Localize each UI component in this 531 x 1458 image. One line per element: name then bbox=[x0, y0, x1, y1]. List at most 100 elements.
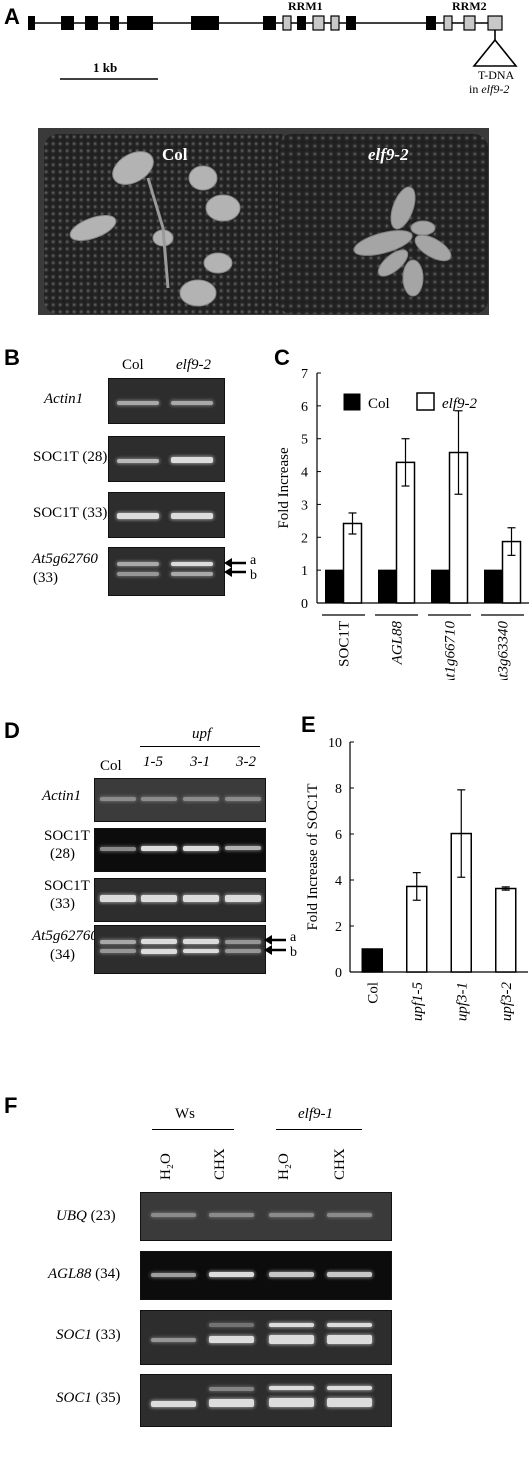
gel-row-label: UBQ (23) bbox=[56, 1208, 116, 1224]
panel-e-label: E bbox=[301, 712, 316, 737]
bar bbox=[495, 887, 517, 973]
gel-band bbox=[100, 847, 136, 851]
gel-band bbox=[269, 1398, 314, 1407]
exon bbox=[297, 16, 306, 30]
gel-band bbox=[151, 1338, 196, 1342]
lane-label: 1-5 bbox=[143, 754, 163, 770]
gel-band bbox=[209, 1272, 254, 1277]
gel-d-soc1t-33 bbox=[94, 878, 266, 922]
gel-band bbox=[327, 1335, 372, 1344]
gel-d-at5g62760 bbox=[94, 925, 266, 974]
y-tick-label: 10 bbox=[328, 736, 342, 751]
gel-band bbox=[141, 846, 177, 851]
photo-label-elf9-2: elf9-2 bbox=[368, 145, 409, 164]
upf-group-label: upf bbox=[192, 726, 212, 742]
plant-photo: Col elf9-2 bbox=[38, 128, 489, 315]
gel-band bbox=[269, 1386, 314, 1390]
chart-e: 0 2 4 6 8 10 Fold Increase of SOC1T Col upf1-5 up… bbox=[305, 736, 528, 1022]
panel-f-label: F bbox=[4, 1093, 18, 1118]
gel-band bbox=[327, 1272, 372, 1277]
gel-band bbox=[171, 562, 213, 566]
group-line-ws bbox=[152, 1129, 234, 1130]
gel-row-label: SOC1 (33) bbox=[56, 1327, 121, 1343]
gel-d-actin1 bbox=[94, 778, 266, 822]
panel-a-label: A bbox=[4, 4, 20, 29]
lane-label: 3-2 bbox=[236, 754, 256, 770]
rosettes bbox=[69, 151, 452, 307]
bar-col bbox=[378, 569, 397, 604]
exon bbox=[28, 16, 35, 30]
gel-band bbox=[225, 940, 261, 944]
rrm2-exon bbox=[463, 15, 476, 31]
y-tick-label: 1 bbox=[301, 564, 308, 579]
gel-row-label: At5g62760 bbox=[32, 551, 98, 567]
gel-band bbox=[269, 1213, 314, 1217]
scale-bar-label: 1 kb bbox=[93, 60, 118, 75]
gel-row-sublabel: (33) bbox=[33, 570, 58, 586]
pot-elf9-2 bbox=[278, 134, 488, 314]
bar-col bbox=[325, 569, 344, 604]
lane-label-elf9-2: elf9-2 bbox=[176, 357, 211, 373]
exon bbox=[127, 16, 153, 30]
y-tick-label: 4 bbox=[335, 874, 342, 889]
gel-band bbox=[171, 572, 213, 576]
gel-band bbox=[151, 1213, 196, 1217]
lane-label: 3-1 bbox=[190, 754, 210, 770]
gel-band bbox=[327, 1398, 372, 1407]
gel-band bbox=[269, 1335, 314, 1344]
band-label-b: b bbox=[250, 568, 257, 583]
rrm2-exon bbox=[443, 15, 453, 31]
upf-group-line bbox=[140, 746, 260, 747]
lane-label: Col bbox=[100, 758, 122, 774]
legend-swatch-col bbox=[343, 393, 361, 411]
gel-band bbox=[117, 401, 159, 405]
exon bbox=[191, 16, 219, 30]
x-tick-label: At1g66710 bbox=[443, 621, 459, 680]
y-tick-label: 2 bbox=[301, 531, 308, 546]
x-tick-label: AGL88 bbox=[390, 621, 406, 666]
lane-label: CHX bbox=[332, 1148, 348, 1180]
gel-f-ubq bbox=[140, 1192, 392, 1241]
gel-row-label: SOC1 (35) bbox=[56, 1390, 121, 1406]
gel-band bbox=[327, 1213, 372, 1217]
gel-band bbox=[141, 895, 177, 902]
lane-label-col: Col bbox=[122, 357, 144, 373]
gel-band bbox=[141, 949, 177, 954]
gel-band bbox=[183, 846, 219, 851]
gel-band bbox=[225, 949, 261, 953]
gel-row-label: SOC1T (33) bbox=[33, 505, 108, 521]
band-label-b: b bbox=[290, 945, 297, 960]
y-tick-label: 0 bbox=[335, 966, 342, 981]
gel-band bbox=[117, 562, 159, 566]
panel-c-label: C bbox=[274, 345, 290, 370]
group-label-ws: Ws bbox=[175, 1106, 195, 1122]
y-tick-label: 3 bbox=[301, 498, 308, 513]
arrow-icon bbox=[224, 558, 246, 568]
panel-b-label: B bbox=[4, 345, 20, 370]
legend-swatch-elf9-2 bbox=[416, 392, 435, 411]
gel-soc1t-33 bbox=[108, 492, 225, 538]
gel-band bbox=[117, 572, 159, 576]
col-rosette bbox=[69, 151, 241, 307]
gel-band bbox=[209, 1336, 254, 1343]
gel-band bbox=[209, 1323, 254, 1327]
y-axis-title: Fold Increase of SOC1T bbox=[305, 783, 321, 930]
y-tick-label: 5 bbox=[301, 433, 308, 448]
gene-model-diagram bbox=[28, 15, 518, 80]
x-tick-label: upf3-1 bbox=[454, 982, 470, 1021]
gel-band bbox=[225, 797, 261, 801]
y-tick-label: 0 bbox=[301, 597, 308, 612]
rrm1-exon bbox=[330, 15, 340, 31]
x-tick-label: upf1-5 bbox=[410, 982, 426, 1022]
lane-label: CHX bbox=[212, 1148, 228, 1180]
y-tick-label: 6 bbox=[301, 400, 308, 415]
gel-row-sublabel: (33) bbox=[50, 896, 75, 912]
gel-row-label: SOC1T bbox=[44, 878, 90, 894]
gel-row-label: SOC1T bbox=[44, 828, 90, 844]
y-tick-label: 2 bbox=[335, 920, 342, 935]
lane-label: H₂O bbox=[276, 1153, 292, 1180]
tdna-insertion-triangle bbox=[472, 38, 518, 67]
y-tick-label: 8 bbox=[335, 782, 342, 797]
rrm2-exon bbox=[487, 15, 503, 31]
exon bbox=[346, 16, 356, 30]
